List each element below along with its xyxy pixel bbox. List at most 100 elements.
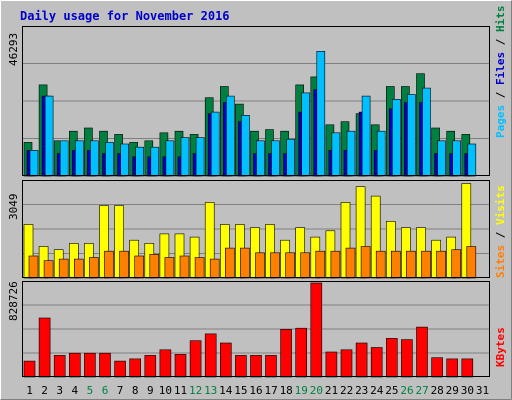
x-tick-5: 5 xyxy=(87,384,94,397)
bar-pages-21 xyxy=(331,132,341,177)
bar-sites-10 xyxy=(164,257,175,279)
x-tick-2: 2 xyxy=(41,384,48,397)
y-max-label-kbytes: 828726 xyxy=(7,281,20,321)
bar-pages-14 xyxy=(226,95,235,177)
legend-part-hits_files_pages-4: Hits xyxy=(494,6,507,33)
bar-kbytes-15 xyxy=(235,355,247,378)
side-legend-kbytes: KBytes xyxy=(494,327,507,367)
x-tick-17: 17 xyxy=(264,384,277,397)
x-tick-13: 13 xyxy=(204,384,217,397)
bar-pages-5 xyxy=(90,140,99,177)
x-tick-28: 28 xyxy=(431,384,444,397)
series-sites xyxy=(28,246,477,279)
x-tick-10: 10 xyxy=(159,384,172,397)
bar-kbytes-18 xyxy=(280,329,292,378)
bar-kbytes-20 xyxy=(310,282,323,378)
bar-sites-5 xyxy=(89,257,99,279)
bar-kbytes-29 xyxy=(446,358,459,378)
x-tick-8: 8 xyxy=(132,384,139,397)
bar-kbytes-8 xyxy=(129,358,141,378)
bar-pages-27 xyxy=(422,87,431,177)
bar-kbytes-30 xyxy=(461,358,474,378)
x-tick-19: 19 xyxy=(295,384,308,397)
bar-pages-6 xyxy=(105,142,114,177)
x-axis: 1 2 3 4 5 6 7 8 9 10 11 12 13 14 15 16 17 18 19 20 21 22 23 24 2… xyxy=(26,384,489,397)
bar-pages-12 xyxy=(195,137,205,177)
bar-pages-28 xyxy=(437,140,446,177)
bar-kbytes-22 xyxy=(340,349,353,378)
bar-pages-10 xyxy=(165,140,175,177)
x-tick-24: 24 xyxy=(370,384,384,397)
bar-pages-26 xyxy=(407,94,416,177)
bar-kbytes-11 xyxy=(174,353,187,378)
bar-sites-29 xyxy=(451,249,462,279)
x-tick-7: 7 xyxy=(117,384,124,397)
bar-pages-17 xyxy=(271,140,280,177)
bar-sites-20 xyxy=(315,250,326,279)
bar-sites-9 xyxy=(149,254,160,279)
bar-sites-12 xyxy=(194,257,205,279)
bar-kbytes-24 xyxy=(370,347,383,378)
x-tick-31: 31 xyxy=(476,384,489,397)
bar-kbytes-12 xyxy=(189,340,202,378)
bar-kbytes-7 xyxy=(114,360,126,378)
x-tick-6: 6 xyxy=(102,384,109,397)
bar-pages-23 xyxy=(361,95,371,177)
legend-part-hits_files_pages-1: / xyxy=(494,85,507,105)
bar-pages-8 xyxy=(135,146,144,177)
bar-kbytes-3 xyxy=(53,355,66,378)
bar-sites-6 xyxy=(104,250,114,279)
bar-sites-8 xyxy=(134,255,144,279)
bar-pages-30 xyxy=(467,143,477,177)
side-legend-visits_sites: Sites / Visits xyxy=(494,185,507,278)
legend-part-visits_sites-1: / xyxy=(494,225,507,245)
bar-sites-30 xyxy=(466,246,477,279)
bar-pages-3 xyxy=(59,140,69,177)
x-tick-11: 11 xyxy=(174,384,187,397)
x-tick-26: 26 xyxy=(400,384,413,397)
x-tick-9: 9 xyxy=(147,384,154,397)
panel-border-kbytes xyxy=(22,281,490,377)
x-tick-4: 4 xyxy=(71,384,78,397)
bar-sites-16 xyxy=(255,252,265,279)
bar-pages-4 xyxy=(75,140,84,177)
bar-sites-17 xyxy=(270,252,280,279)
bar-kbytes-10 xyxy=(159,349,172,378)
x-tick-22: 22 xyxy=(340,384,353,397)
bar-sites-11 xyxy=(179,255,190,279)
bar-pages-1 xyxy=(29,150,39,177)
x-tick-15: 15 xyxy=(234,384,247,397)
bar-kbytes-13 xyxy=(204,333,217,378)
bar-sites-27 xyxy=(421,250,431,279)
x-tick-27: 27 xyxy=(415,384,428,397)
x-tick-30: 30 xyxy=(461,384,474,397)
x-tick-20: 20 xyxy=(310,384,323,397)
bar-pages-13 xyxy=(210,111,220,177)
bar-kbytes-21 xyxy=(325,351,338,378)
bar-sites-28 xyxy=(436,250,446,279)
bar-pages-15 xyxy=(241,115,250,177)
bar-sites-21 xyxy=(330,250,341,279)
panel-visits_sites: 3049 Sites / Visits xyxy=(7,180,507,279)
side-legend-hits_files_pages: Pages / Files / Hits xyxy=(494,6,507,139)
bar-sites-24 xyxy=(375,250,386,279)
y-max-label-visits_sites: 3049 xyxy=(7,194,20,221)
legend-part-hits_files_pages-3: / xyxy=(494,32,507,52)
x-tick-29: 29 xyxy=(446,384,459,397)
bar-pages-2 xyxy=(44,95,54,177)
bar-sites-15 xyxy=(240,247,250,279)
chart-title: Daily usage for November 2016 xyxy=(20,9,230,23)
bar-pages-9 xyxy=(150,146,160,177)
bar-kbytes-14 xyxy=(220,342,232,378)
y-max-label-hits_files_pages: 46293 xyxy=(7,33,20,66)
bar-kbytes-23 xyxy=(355,342,368,378)
x-tick-18: 18 xyxy=(280,384,293,397)
panels-layer: 46293 Pages / Files / Hits 3049 Sites / Vis… xyxy=(7,6,507,378)
legend-part-hits_files_pages-0: Pages xyxy=(494,105,507,138)
x-tick-3: 3 xyxy=(56,384,63,397)
bar-pages-19 xyxy=(301,92,311,177)
bar-pages-29 xyxy=(452,140,462,177)
bar-kbytes-4 xyxy=(69,352,81,378)
x-tick-1: 1 xyxy=(26,384,33,397)
